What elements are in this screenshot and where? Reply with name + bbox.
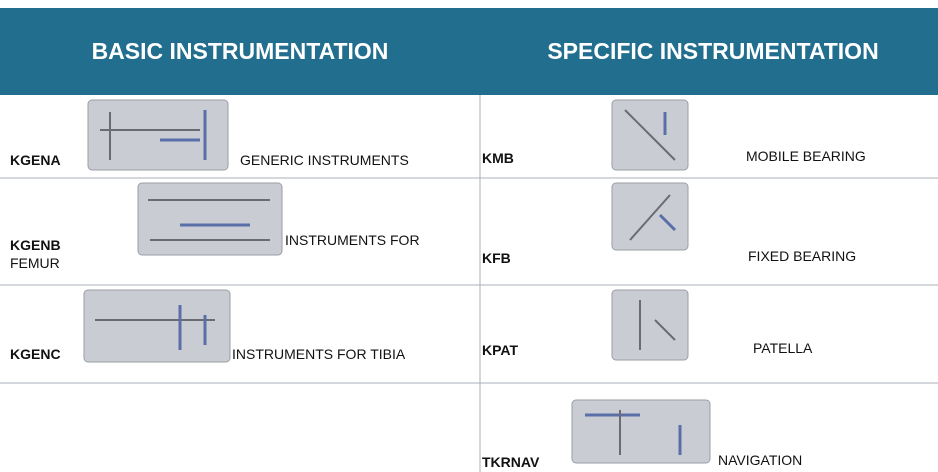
item-label: MOBILE BEARING: [746, 148, 866, 164]
tray-image: [137, 182, 283, 256]
item-label: FEMUR: [10, 255, 60, 271]
item-label: FIXED BEARING: [748, 248, 856, 264]
tray-image: [83, 289, 231, 363]
item-label: PATELLA: [753, 340, 813, 356]
item-label: INSTRUMENTS FOR: [285, 232, 420, 248]
item-code: KFB: [482, 250, 511, 266]
item-label: GENERIC INSTRUMENTS: [240, 152, 409, 168]
tray-image: [611, 182, 689, 251]
item-code: KGENA: [10, 152, 61, 168]
item-label: INSTRUMENTS FOR TIBIA: [232, 346, 406, 362]
tray-image: [611, 289, 689, 361]
header-basic: BASIC INSTRUMENTATION: [92, 38, 389, 64]
grid: [0, 95, 938, 472]
item-code: KMB: [482, 150, 514, 166]
item-code: KGENB: [10, 237, 61, 253]
rows: KGENA GENERIC INSTRUMENTS KGENB INSTRUMENTS…: [10, 148, 866, 470]
item-code: KPAT: [482, 342, 518, 358]
item-code: TKRNAV: [482, 454, 540, 470]
item-code: KGENC: [10, 346, 61, 362]
header-bar: [0, 8, 938, 95]
header-specific: SPECIFIC INSTRUMENTATION: [547, 38, 878, 64]
item-label: NAVIGATION: [718, 452, 802, 468]
tray-image: [87, 99, 229, 171]
tray-image: [571, 399, 711, 464]
tray-image: [611, 99, 689, 171]
